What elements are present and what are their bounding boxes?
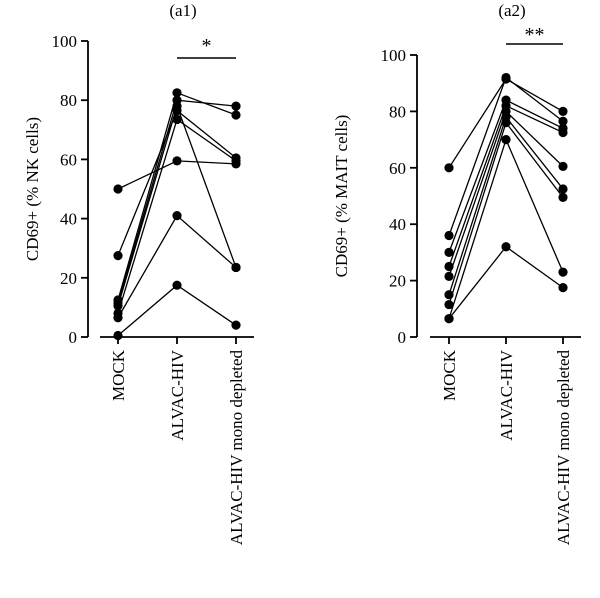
data-point: [558, 267, 568, 277]
data-point: [172, 156, 182, 166]
data-point: [172, 101, 182, 111]
x-tick-label: MOCK: [109, 349, 128, 401]
significance-label: *: [202, 35, 212, 57]
chart-title: (a2): [498, 1, 525, 20]
data-point: [172, 211, 182, 221]
data-point: [231, 101, 241, 111]
y-axis-label: CD69+ (% MAIT cells): [332, 115, 351, 278]
chart-title: (a1): [169, 1, 196, 20]
data-point: [172, 88, 182, 98]
y-tick-label: 80: [389, 102, 406, 121]
y-tick-label: 100: [381, 46, 407, 65]
y-tick-label: 20: [389, 272, 406, 291]
data-point: [501, 72, 511, 83]
data-point: [444, 247, 454, 257]
data-point: [558, 116, 568, 126]
y-axis-label: CD69+ (% NK cells): [23, 117, 42, 261]
x-tick-label: ALVAC-HIV: [168, 349, 187, 440]
data-point: [558, 184, 568, 194]
data-point: [231, 110, 241, 120]
data-point: [444, 299, 454, 310]
chart-panel-1: (a1) 0 20 40 60 80 100 MOCK ALVAC-HIV ALVAC-HIV m…: [23, 1, 254, 545]
y-tick-label: 0: [398, 328, 407, 347]
series-line: [117, 99, 237, 304]
data-point: [444, 163, 454, 173]
data-point: [501, 118, 511, 128]
data-point: [501, 135, 511, 145]
series-line: [117, 104, 237, 307]
data-point: [113, 313, 123, 323]
data-point: [113, 330, 123, 341]
x-tick-label: ALVAC-HIV: [497, 349, 516, 440]
data-point: [558, 106, 568, 116]
data-point: [558, 161, 568, 171]
data-point: [231, 262, 241, 273]
data-point: [558, 283, 568, 293]
y-tick-label: 40: [389, 215, 406, 234]
data-point: [113, 184, 123, 194]
data-point: [444, 230, 454, 241]
series-line: [117, 284, 237, 337]
y-tick-label: 60: [60, 150, 77, 169]
data-point: [558, 127, 568, 138]
significance-label: **: [525, 24, 545, 46]
series-line: [117, 214, 237, 319]
y-tick-label: 0: [69, 328, 78, 347]
data-point: [172, 114, 182, 125]
data-point: [113, 251, 123, 261]
data-point: [444, 271, 454, 281]
data-point: [231, 156, 241, 166]
data-point: [231, 320, 241, 330]
data-point: [172, 280, 182, 290]
y-tick-label: 40: [60, 210, 77, 229]
x-tick-label: ALVAC-HIV mono depleted: [554, 350, 573, 546]
data-point: [501, 242, 511, 252]
data-point: [558, 192, 568, 203]
x-tick-label: ALVAC-HIV mono depleted: [227, 350, 246, 546]
y-tick-label: 60: [389, 159, 406, 178]
data-point: [444, 314, 454, 324]
chart-panel-2: (a2) 0 20 40 60 80 100 MOCK ALVAC-HIV ALVAC-HIV m…: [332, 1, 581, 545]
x-tick-label: MOCK: [440, 349, 459, 401]
series-line: [117, 109, 237, 256]
y-tick-label: 100: [52, 32, 78, 51]
y-tick-label: 80: [60, 91, 77, 110]
series-line: [448, 245, 564, 320]
y-tick-label: 20: [60, 269, 77, 288]
